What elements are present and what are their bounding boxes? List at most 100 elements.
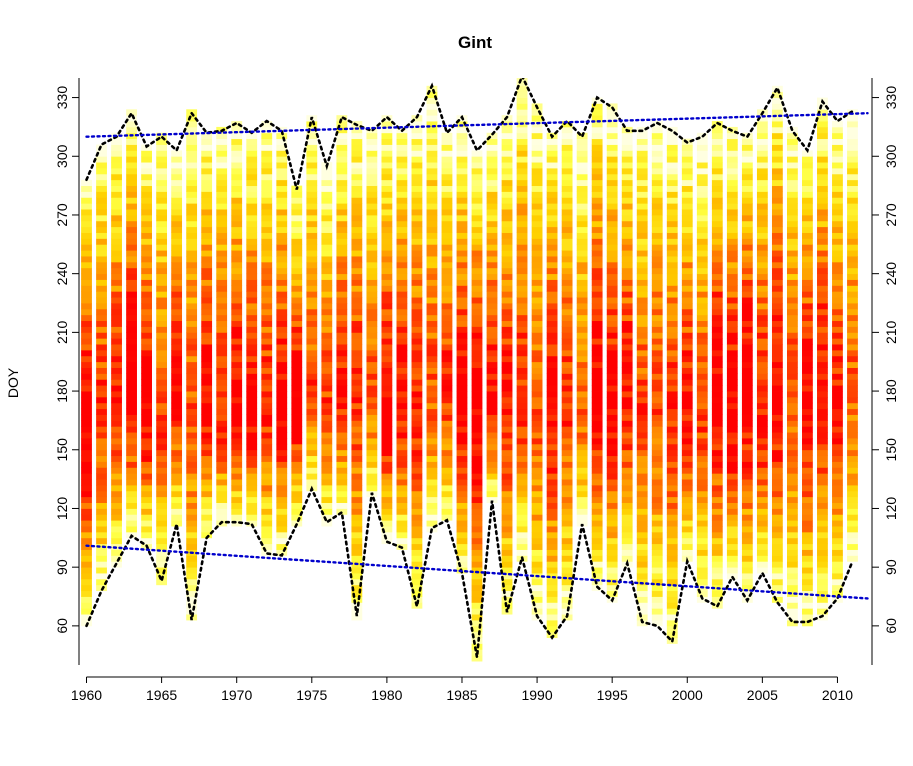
- heat-cell: [156, 297, 168, 304]
- heat-cell: [546, 162, 558, 169]
- heat-cell: [186, 344, 198, 351]
- heat-cell: [501, 238, 513, 245]
- heat-cell: [381, 496, 393, 503]
- heat-cell: [591, 138, 603, 145]
- heat-cell: [426, 443, 438, 451]
- heat-cell: [636, 479, 648, 486]
- heat-cell: [411, 279, 423, 286]
- heat-cell: [651, 561, 663, 568]
- heat-cell: [81, 590, 92, 597]
- heat-cell: [501, 385, 513, 392]
- heat-cell: [306, 261, 318, 269]
- heat-cell: [802, 314, 813, 322]
- heat-cell: [802, 185, 813, 192]
- heat-cell: [216, 396, 228, 404]
- heat-cell: [651, 144, 663, 151]
- heat-cell: [591, 250, 603, 257]
- heat-cell: [456, 484, 468, 492]
- heat-cell: [456, 391, 468, 398]
- heat-cell: [606, 279, 618, 286]
- heat-cell: [366, 209, 378, 216]
- heat-cell: [96, 461, 107, 468]
- heat-cell: [696, 214, 708, 222]
- heat-cell: [456, 455, 468, 462]
- heat-cell: [546, 256, 558, 263]
- heat-cell: [771, 156, 783, 163]
- heat-cell: [621, 244, 633, 251]
- heat-cell: [771, 408, 783, 415]
- heat-cell: [546, 238, 558, 245]
- heat-cell: [666, 320, 678, 327]
- heat-cell: [531, 432, 543, 439]
- heat-cell: [741, 426, 753, 433]
- heat-cell: [471, 655, 483, 662]
- heat-cell: [216, 326, 228, 333]
- heat-cell: [216, 361, 228, 368]
- heat-cell: [817, 596, 828, 603]
- heat-cell: [216, 244, 228, 251]
- heat-cell: [351, 126, 363, 134]
- heat-cell: [441, 502, 453, 509]
- heat-cell: [336, 261, 348, 269]
- heat-cell: [126, 326, 137, 333]
- heat-cell: [111, 314, 122, 322]
- heat-cell: [531, 461, 543, 468]
- heat-cell: [561, 426, 573, 433]
- heat-cell: [786, 590, 798, 597]
- heat-cell: [817, 414, 828, 421]
- heat-cell: [471, 555, 483, 562]
- heat-cell: [336, 308, 348, 316]
- heat-cell: [291, 467, 303, 474]
- heat-cell: [111, 514, 122, 521]
- heat-cell: [651, 273, 663, 280]
- heat-cell: [802, 191, 813, 198]
- heat-cell: [546, 379, 558, 386]
- heat-cell: [561, 156, 573, 163]
- heat-cell: [561, 461, 573, 468]
- heat-cell: [231, 514, 243, 521]
- heat-cell: [546, 144, 558, 151]
- heat-cell: [246, 162, 258, 169]
- heat-cell: [576, 168, 588, 175]
- heat-cell: [456, 526, 468, 533]
- heat-cell: [501, 244, 513, 251]
- heat-cell: [186, 308, 198, 316]
- heat-cell: [111, 220, 122, 228]
- heat-cell: [96, 443, 107, 451]
- heat-cell: [351, 138, 363, 145]
- heat-cell: [802, 514, 813, 521]
- heat-cell: [591, 214, 603, 222]
- heat-cell: [817, 490, 828, 498]
- heat-cell: [396, 373, 408, 380]
- heat-cell: [291, 332, 303, 339]
- heat-cell: [591, 308, 603, 316]
- heat-cell: [832, 549, 843, 556]
- heat-cell: [171, 238, 183, 245]
- heat-cell: [306, 449, 318, 457]
- heat-cell: [186, 349, 198, 357]
- heat-cell: [171, 408, 183, 415]
- heat-cell: [832, 279, 843, 286]
- heat-cell: [456, 238, 468, 245]
- heat-cell: [636, 443, 648, 451]
- heat-cell: [546, 396, 558, 404]
- heat-cell: [96, 402, 107, 410]
- heat-cell: [276, 291, 288, 298]
- heat-cell: [156, 191, 168, 198]
- heat-cell: [246, 303, 258, 310]
- heat-cell: [741, 578, 753, 586]
- heat-cell: [681, 361, 693, 368]
- heat-cell: [456, 121, 468, 128]
- heat-cell: [126, 520, 137, 527]
- heat-cell: [786, 308, 798, 316]
- heat-cell: [336, 414, 348, 421]
- heat-cell: [561, 537, 573, 545]
- heat-cell: [456, 220, 468, 228]
- heat-cell: [321, 432, 333, 439]
- heat-cell: [771, 285, 783, 292]
- heat-cell: [786, 297, 798, 304]
- heat-cell: [591, 162, 603, 169]
- heat-cell: [741, 385, 753, 392]
- heat-cell: [216, 332, 228, 339]
- heat-cell: [111, 232, 122, 239]
